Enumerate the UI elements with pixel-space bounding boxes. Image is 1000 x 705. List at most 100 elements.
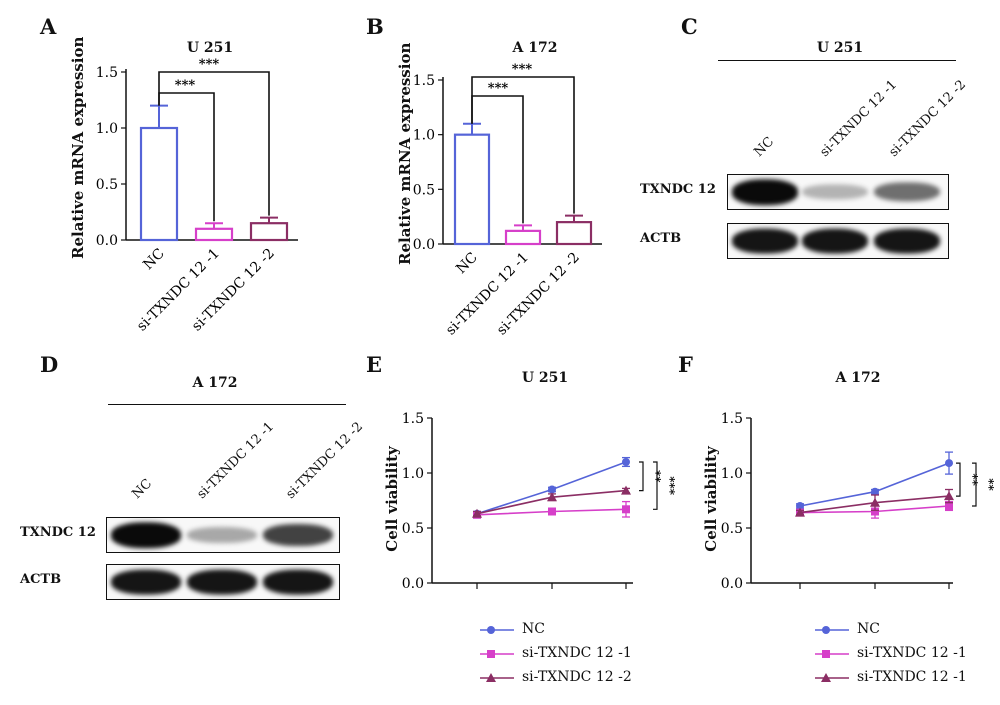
blot-band — [111, 569, 181, 595]
panel-e-title: U 251 — [521, 370, 569, 386]
significance-label: ** — [966, 473, 980, 486]
legend-swatch — [815, 626, 849, 634]
point — [622, 458, 630, 466]
legend-label: NC — [857, 621, 880, 637]
blot-band — [187, 527, 257, 543]
legend-swatch — [480, 673, 514, 682]
significance-label: *** — [663, 476, 677, 496]
blot-band — [802, 184, 868, 200]
line-chart-e: 0.0 0.5 1.0 1.5 ** *** — [402, 411, 677, 592]
blot-band — [874, 182, 940, 202]
y-tick-label: 0.0 — [402, 576, 424, 592]
y-tick-label: 1.5 — [96, 65, 118, 81]
blot-strip — [727, 223, 949, 259]
significance-bracket — [956, 462, 961, 497]
y-tick-label: 0.5 — [402, 521, 424, 537]
point — [796, 502, 804, 510]
point — [871, 487, 879, 496]
y-tick-label: 0.0 — [721, 576, 743, 592]
point — [548, 485, 556, 494]
panel-letter-c: C — [681, 14, 698, 39]
panel-f-title: A 172 — [835, 370, 881, 386]
point — [486, 673, 496, 682]
y-tick-label: 0.0 — [413, 237, 435, 253]
point — [487, 650, 495, 658]
blot-band — [263, 569, 333, 595]
blot-strip — [106, 517, 340, 553]
legend-swatch — [480, 650, 514, 658]
line-chart-f: 0.0 0.5 1.0 1.5 ** ** — [721, 411, 996, 592]
significance-bracket — [471, 76, 575, 214]
y-tick-label: 1.0 — [96, 121, 118, 137]
blot-row-label: ACTB — [20, 572, 62, 587]
significance-bracket — [972, 462, 977, 507]
blot-row-label: TXNDC 12 — [640, 182, 716, 197]
blot-band — [732, 179, 798, 205]
point — [871, 507, 879, 516]
panel-letter-e: E — [366, 352, 383, 377]
significance-label: *** — [488, 81, 509, 96]
blot-strip — [727, 174, 949, 210]
panel-d-title: A 172 — [192, 375, 238, 391]
blot-band — [187, 569, 257, 595]
point — [944, 491, 954, 501]
blot-band — [874, 228, 940, 254]
y-tick-label: 1.0 — [721, 466, 743, 482]
significance-bracket — [639, 461, 644, 492]
legend-label: si-TXNDC 12 -1 — [857, 669, 967, 685]
significance-bracket — [653, 461, 658, 510]
y-tick-label: 0.0 — [96, 233, 118, 249]
significance-bracket — [158, 71, 270, 216]
blot-band — [111, 522, 181, 548]
blot-row-label: TXNDC 12 — [20, 525, 96, 540]
legend-swatch — [815, 650, 849, 658]
blot-strip — [106, 564, 340, 600]
panel-letter-b: B — [366, 14, 384, 39]
point — [945, 502, 953, 510]
legend-swatch — [480, 626, 514, 634]
panel-c-title: U 251 — [816, 40, 864, 56]
legend-swatch — [815, 673, 849, 682]
blot-band — [732, 228, 798, 254]
y-tick-label: 0.5 — [721, 521, 743, 537]
point — [487, 626, 495, 634]
point — [547, 492, 557, 502]
point — [945, 459, 953, 468]
significance-label: *** — [512, 62, 533, 77]
legend-label: si-TXNDC 12 -1 — [857, 645, 967, 661]
y-tick-label: 1.5 — [402, 411, 424, 427]
blot-band — [802, 228, 868, 254]
point — [822, 650, 830, 658]
point — [621, 485, 631, 495]
panel-b-title: A 172 — [512, 40, 558, 56]
legend-label: si-TXNDC 12 -1 — [522, 645, 632, 661]
point — [795, 507, 805, 517]
point — [870, 497, 880, 507]
legend-label: NC — [522, 621, 545, 637]
panel-d-divider — [108, 404, 346, 405]
panel-letter-d: D — [40, 352, 59, 377]
y-tick-label: 0.5 — [413, 182, 435, 198]
panel-a-title: U 251 — [186, 40, 234, 56]
point — [622, 505, 630, 514]
y-tick-label: 1.5 — [721, 411, 743, 427]
point — [821, 673, 831, 682]
point — [472, 508, 482, 518]
blot-band — [263, 523, 333, 547]
y-tick-label: 1.0 — [402, 466, 424, 482]
significance-label: ** — [982, 478, 996, 491]
panel-c-divider — [718, 60, 956, 61]
significance-label: *** — [175, 78, 196, 93]
legend-label: si-TXNDC 12 -2 — [522, 669, 632, 685]
y-tick-label: 1.0 — [413, 128, 435, 144]
significance-label: *** — [199, 57, 220, 72]
significance-label: ** — [649, 470, 663, 483]
point — [822, 626, 830, 634]
point — [548, 507, 556, 516]
panel-letter-f: F — [678, 352, 693, 377]
blot-row-label: ACTB — [640, 231, 682, 246]
panel-letter-a: A — [40, 14, 57, 39]
y-tick-label: 1.5 — [413, 73, 435, 89]
